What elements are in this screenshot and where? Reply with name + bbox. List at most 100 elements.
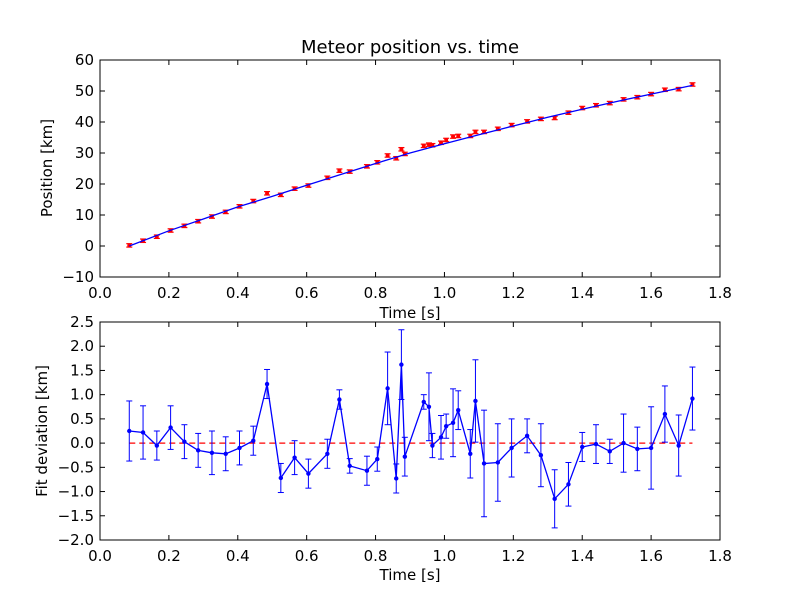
position-plot-frame xyxy=(99,59,721,278)
position-data-point xyxy=(451,134,456,139)
position-data-point xyxy=(456,133,461,138)
deviation-data-point xyxy=(347,463,352,469)
deviation-data-point xyxy=(495,460,501,465)
position-x-tick-label: 0.6 xyxy=(295,284,319,302)
deviation-data-point xyxy=(399,362,404,367)
deviation-data-point xyxy=(237,445,242,451)
deviation-data-point xyxy=(154,443,160,448)
position-chart-marks xyxy=(126,82,696,248)
deviation-x-tick-label: 1.6 xyxy=(639,547,663,565)
deviation-data-point xyxy=(621,440,626,446)
deviation-data-point xyxy=(430,443,435,448)
deviation-x-tick-label: 0.2 xyxy=(157,547,181,565)
deviation-data-point xyxy=(402,454,408,459)
position-x-tick-label: 0.4 xyxy=(226,284,250,302)
deviation-data-point xyxy=(607,449,612,454)
position-x-tick-label: 0.8 xyxy=(364,284,388,302)
deviation-data-point xyxy=(375,456,380,462)
position-y-tick-label: −10 xyxy=(62,268,94,286)
position-chart-axes: 0.0 0.2 0.4 0.6 0.8 1.0 1.2 1.4 1.6 1.8 −10 0 10 20 30… xyxy=(62,51,732,302)
deviation-data-point xyxy=(209,450,215,455)
position-x-tick-label: 1.0 xyxy=(433,284,457,302)
deviation-data-point xyxy=(456,407,461,413)
deviation-y-tick-label: −1.5 xyxy=(58,507,94,525)
deviation-data-point xyxy=(140,430,146,435)
position-data-point xyxy=(337,168,342,173)
deviation-chart-marks xyxy=(126,329,696,529)
position-y-tick-label: 30 xyxy=(75,144,94,162)
position-data-point xyxy=(421,143,426,148)
deviation-data-point xyxy=(421,399,426,405)
deviation-data-point xyxy=(168,425,173,430)
deviation-data-point xyxy=(182,439,187,444)
position-y-tick-label: 60 xyxy=(75,51,94,69)
deviation-data-point xyxy=(635,446,640,452)
position-data-point xyxy=(265,191,270,196)
position-data-point xyxy=(444,137,449,142)
position-data-point xyxy=(473,129,478,134)
deviation-data-point xyxy=(648,445,654,451)
deviation-data-point xyxy=(690,396,695,401)
deviation-data-point xyxy=(443,423,449,429)
deviation-x-tick-label: 1.2 xyxy=(501,547,525,565)
position-chart-ylabel: Position [km] xyxy=(38,119,56,217)
deviation-y-tick-label: −1.0 xyxy=(58,483,94,501)
deviation-data-point xyxy=(426,404,432,409)
deviation-data-point xyxy=(450,420,456,425)
deviation-data-point xyxy=(306,471,311,476)
position-x-tick-label: 1.8 xyxy=(708,284,732,302)
deviation-y-tick-label: 1.0 xyxy=(70,386,94,404)
position-x-tick-label: 0.0 xyxy=(88,284,112,302)
deviation-y-tick-label: 2.5 xyxy=(70,313,94,331)
position-data-point xyxy=(552,115,557,120)
deviation-x-tick-label: 1.4 xyxy=(570,547,594,565)
deviation-chart: 0.0 0.2 0.4 0.6 0.8 1.0 1.2 1.4 1.6 1.8 −2.0 −1.5 −1… xyxy=(33,313,732,584)
position-x-tick-label: 1.6 xyxy=(639,284,663,302)
deviation-data-point xyxy=(509,445,514,451)
position-data-point xyxy=(385,153,390,158)
position-x-tick-label: 0.2 xyxy=(157,284,181,302)
deviation-chart-ylabel: Fit deviation [km] xyxy=(33,365,51,497)
deviation-data-point xyxy=(566,482,571,487)
position-y-tick-label: 0 xyxy=(84,237,94,255)
deviation-plot-frame xyxy=(99,321,721,541)
position-y-tick-label: 10 xyxy=(75,206,94,224)
deviation-data-point xyxy=(538,453,544,458)
deviation-data-point xyxy=(593,441,599,447)
deviation-y-tick-label: 1.5 xyxy=(70,361,94,379)
deviation-x-tick-label: 0.4 xyxy=(226,547,250,565)
deviation-data-point xyxy=(481,461,487,466)
position-y-tick-label: 40 xyxy=(75,113,94,131)
deviation-y-tick-label: 0.5 xyxy=(70,410,94,428)
deviation-data-point xyxy=(223,451,228,456)
deviation-x-tick-label: 0.0 xyxy=(88,547,112,565)
deviation-x-tick-label: 1.0 xyxy=(433,547,457,565)
deviation-data-point xyxy=(552,496,557,502)
deviation-deviation-line xyxy=(129,364,694,501)
deviation-x-tick-label: 0.8 xyxy=(364,547,388,565)
deviation-x-tick-label: 0.6 xyxy=(295,547,319,565)
position-chart: Meteor position vs. time 0.0 0.2 0.4 0.6 0.8… xyxy=(38,37,732,322)
deviation-data-point xyxy=(251,438,256,443)
deviation-chart-axes: 0.0 0.2 0.4 0.6 0.8 1.0 1.2 1.4 1.6 1.8 −2.0 −1.5 −1… xyxy=(58,313,732,565)
position-chart-title: Meteor position vs. time xyxy=(301,37,519,58)
position-fit-curve xyxy=(129,84,693,247)
deviation-data-point xyxy=(580,444,585,450)
position-x-tick-label: 1.4 xyxy=(570,284,594,302)
position-y-tick-label: 20 xyxy=(75,175,94,193)
deviation-y-tick-label: 0.0 xyxy=(70,434,94,452)
deviation-y-tick-label: −0.5 xyxy=(58,458,94,476)
deviation-data-point xyxy=(325,451,330,456)
position-y-tick-label: 50 xyxy=(75,82,94,100)
deviation-y-tick-label: 2.0 xyxy=(70,337,94,355)
deviation-data-point xyxy=(394,476,399,481)
deviation-data-point xyxy=(524,433,530,439)
deviation-x-tick-label: 1.8 xyxy=(708,547,732,565)
deviation-data-point xyxy=(264,381,270,387)
deviation-data-point xyxy=(438,435,444,440)
position-x-tick-label: 1.2 xyxy=(501,284,525,302)
deviation-data-point xyxy=(337,397,342,402)
deviation-data-point xyxy=(468,451,473,456)
